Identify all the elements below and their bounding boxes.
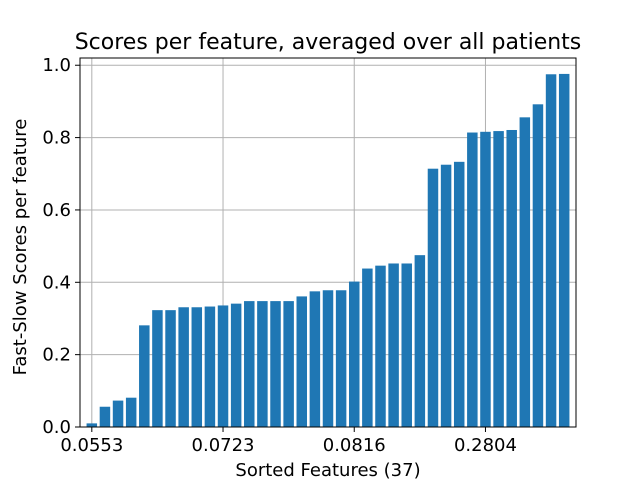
bar xyxy=(493,131,504,427)
y-tick-label: 1.0 xyxy=(42,55,71,76)
bar xyxy=(558,73,570,427)
y-axis-ticks: 0.0 0.2 0.4 0.6 0.8 1.0 xyxy=(42,55,80,438)
bar xyxy=(257,301,268,427)
y-tick-label: 0.8 xyxy=(42,128,71,149)
bar xyxy=(86,423,98,427)
bar xyxy=(506,129,517,427)
x-tick-label: 0.0553 xyxy=(60,435,123,456)
bar xyxy=(335,290,347,427)
x-tick-label: 0.2804 xyxy=(454,435,517,456)
bar xyxy=(388,263,399,427)
y-tick-label: 0.4 xyxy=(42,272,71,293)
bar xyxy=(348,281,360,427)
bar xyxy=(283,301,294,427)
bar xyxy=(270,301,281,427)
bar xyxy=(191,307,203,427)
bar xyxy=(322,290,334,427)
bar xyxy=(532,104,544,428)
x-tick-label: 0.0723 xyxy=(192,435,255,456)
bar xyxy=(125,397,137,427)
bar xyxy=(165,310,176,427)
bar xyxy=(519,117,531,428)
bar xyxy=(230,303,242,427)
bar xyxy=(440,164,452,427)
bar xyxy=(545,74,557,427)
bar xyxy=(99,406,111,427)
chart-title: Scores per feature, averaged over all pa… xyxy=(75,30,582,55)
bar xyxy=(112,400,124,427)
bar xyxy=(244,301,255,427)
x-tick-label: 0.0816 xyxy=(323,435,386,456)
bar xyxy=(453,161,465,427)
bar xyxy=(480,131,491,428)
y-axis-label: Fast-Slow Scores per feature xyxy=(10,119,31,376)
x-axis-ticks: 0.0553 0.0723 0.0816 0.2804 xyxy=(60,427,517,456)
bar xyxy=(362,268,373,427)
bar xyxy=(375,265,386,427)
bar xyxy=(296,296,308,427)
y-tick-label: 0.0 xyxy=(42,417,71,438)
y-tick-label: 0.6 xyxy=(42,200,71,221)
bar xyxy=(427,168,439,427)
bar xyxy=(178,307,189,427)
x-axis-label: Sorted Features (37) xyxy=(235,460,420,480)
bar xyxy=(309,291,321,427)
bar xyxy=(139,325,150,427)
bar xyxy=(152,310,163,427)
bar xyxy=(217,305,229,427)
bar xyxy=(204,306,216,427)
plot-frame xyxy=(79,57,577,428)
bar xyxy=(414,255,426,427)
bar xyxy=(467,132,478,427)
bar xyxy=(401,263,412,427)
bars xyxy=(86,73,570,428)
y-tick-label: 0.2 xyxy=(42,345,71,366)
